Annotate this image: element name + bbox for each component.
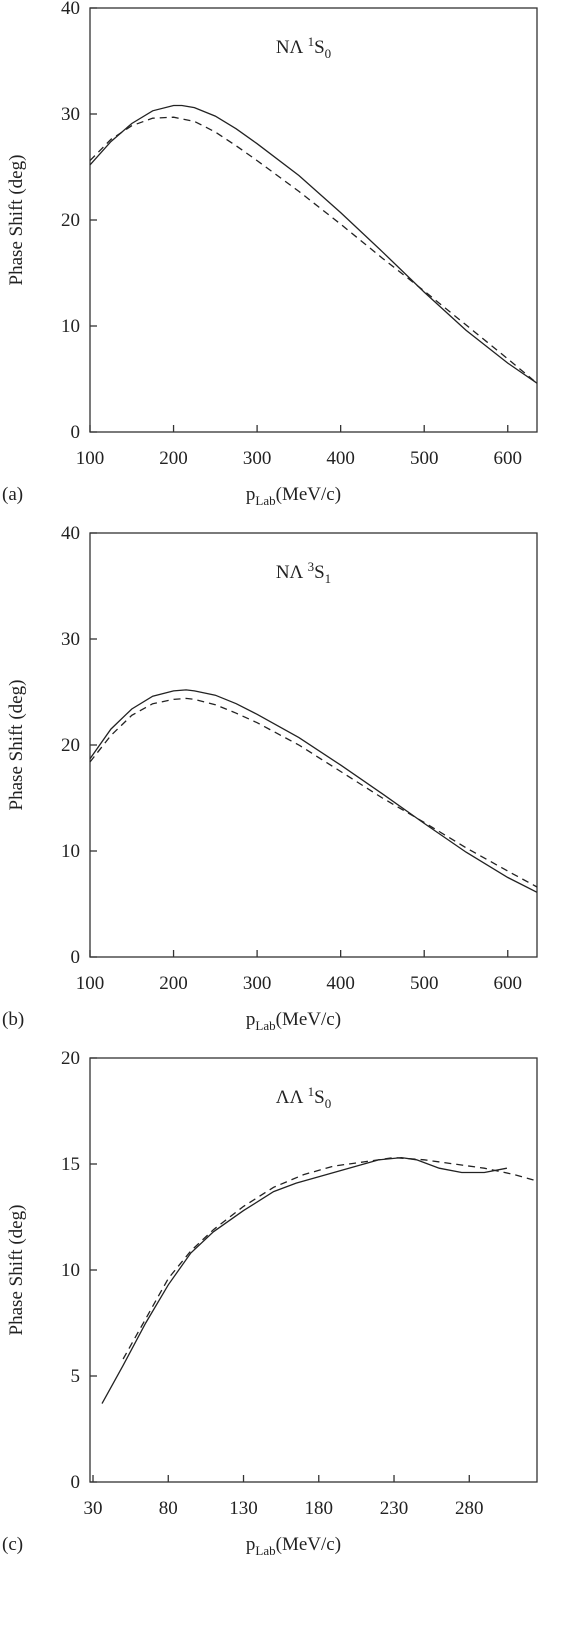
chart-panel-1: 0 10 20 30 40 100 200 300 400 500 600 NΛ 1S0 Phase S… [2,0,538,508]
panel-letter: (b) [2,1009,24,1030]
x-tick-label: 130 [229,1498,258,1519]
x-tick-label: 600 [494,448,523,469]
x-tick-label: 180 [305,1498,334,1519]
series-dashed-line [122,1156,538,1360]
x-tick-label: 200 [159,973,188,994]
x-tick-label: 100 [76,973,105,994]
chart-panel-2: 0 10 20 30 40 100 200 300 400 500 600 NΛ 3S1 Phase S… [2,523,538,1033]
y-axis-label: Phase Shift (deg) [6,155,27,286]
y-tick-label: 0 [71,1472,81,1493]
plot-frame [89,7,538,433]
x-axis-label: pLab(MeV/c) [246,484,341,508]
y-tick-label: 5 [71,1366,81,1387]
panel-title: NΛ 1S0 [276,34,331,61]
x-tick-label: 500 [410,448,439,469]
y-tick-label: 20 [61,210,80,231]
x-tick-label: 300 [243,973,272,994]
y-axis-label: Phase Shift (deg) [6,680,27,811]
series-dashed-line [89,116,538,384]
y-tick-label: 10 [61,316,80,337]
chart-panel-3: 0 5 10 15 20 30 80 130 180 230 280 ΛΛ 1S0 Phase Shif… [2,1048,538,1558]
y-tick-label: 40 [61,0,80,19]
series-solid-line [89,689,538,893]
x-tick-label: 400 [326,973,355,994]
y-tick-label: 10 [61,1260,80,1281]
x-tick-label: 500 [410,973,439,994]
y-axis-label: Phase Shift (deg) [6,1205,27,1336]
y-tick-label: 10 [61,841,80,862]
y-tick-label: 40 [61,523,80,544]
x-tick-label: 100 [76,448,105,469]
y-tick-label: 30 [61,104,80,125]
series-solid-line [89,104,538,384]
x-tick-label: 280 [455,1498,484,1519]
x-tick-label: 400 [326,448,355,469]
y-tick-label: 15 [61,1154,80,1175]
x-tick-label: 600 [494,973,523,994]
x-tick-label: 200 [159,448,188,469]
x-axis-label: pLab(MeV/c) [246,1009,341,1033]
x-axis-label: pLab(MeV/c) [246,1534,341,1558]
series-dashed-line [89,697,538,888]
y-tick-label: 0 [71,947,81,968]
panel-title: NΛ 3S1 [276,559,331,586]
y-tick-label: 0 [71,422,81,443]
panel-letter: (a) [2,484,23,505]
x-tick-label: 230 [380,1498,409,1519]
plot-frame [89,1057,538,1483]
x-tick-label: 80 [159,1498,178,1519]
y-tick-label: 20 [61,735,80,756]
y-tick-label: 30 [61,629,80,650]
x-tick-label: 300 [243,448,272,469]
plot-frame [89,532,538,958]
panel-title: ΛΛ 1S0 [276,1084,331,1111]
y-tick-label: 20 [61,1048,80,1069]
series-solid-line [101,1156,508,1404]
panel-letter: (c) [2,1534,23,1555]
x-tick-label: 30 [84,1498,103,1519]
